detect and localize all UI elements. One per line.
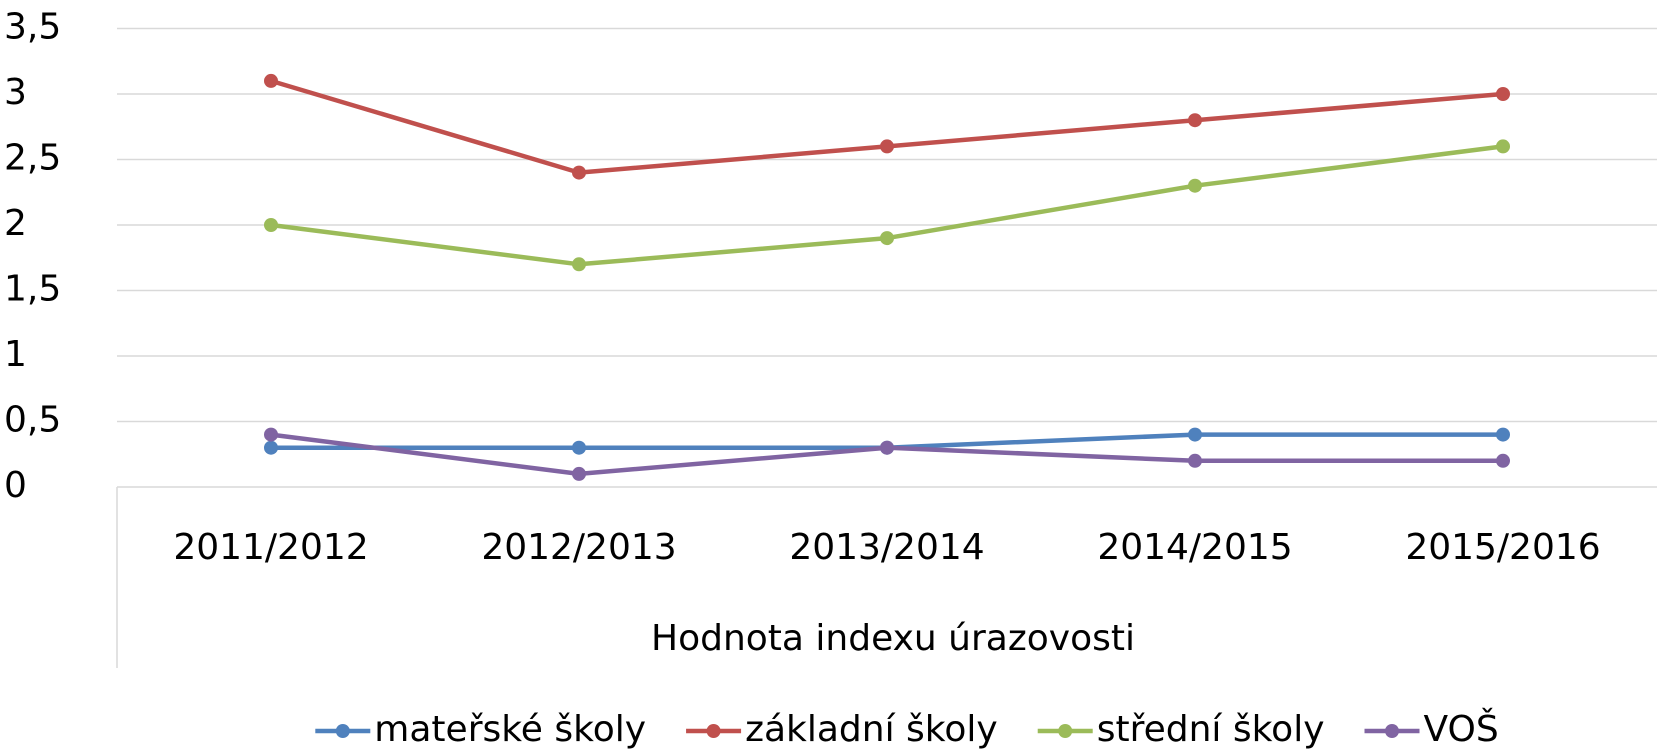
x-tick-label: 2011/2012 [173,527,368,568]
data-point [1188,178,1202,193]
data-point [264,440,278,455]
legend-marker [706,724,721,738]
y-tick-label: 2,5 [4,138,61,179]
legend-label: mateřské školy [374,709,646,750]
series-line [270,144,1504,267]
x-tick-label: 2015/2016 [1405,527,1600,568]
data-point [1188,453,1202,468]
data-point [264,73,278,88]
data-point [572,466,586,481]
data-point [1496,139,1510,154]
legend-marker [335,724,350,738]
data-point [264,218,278,232]
legend-marker [1385,724,1400,738]
data-point [880,440,894,455]
y-tick-label: 3,5 [4,7,61,48]
data-point [880,231,894,246]
data-point [1496,427,1510,442]
y-tick-label: 0 [4,465,27,506]
x-axis-title: Hodnota indexu úrazovosti [651,618,1135,659]
x-tick-label: 2013/2014 [789,527,984,568]
data-point [1188,427,1202,442]
legend-label: VOŠ [1424,708,1499,750]
data-point [880,139,894,154]
data-point [1188,113,1202,128]
y-tick-label: 2 [4,203,27,244]
data-point [1496,87,1510,101]
x-tick-label: 2012/2013 [481,527,676,568]
y-tick-label: 1,5 [4,269,61,310]
legend-label: základní školy [745,709,998,750]
data-point [572,165,586,180]
data-point [572,257,586,272]
data-point [1496,453,1510,468]
data-point [572,440,586,455]
legend-marker [1058,724,1073,738]
data-point [264,427,278,442]
legend-label: střední školy [1097,709,1325,750]
y-tick-label: 1 [4,334,27,375]
y-tick-label: 0,5 [4,400,61,441]
y-tick-label: 3 [4,72,27,113]
x-tick-label: 2014/2015 [1097,527,1292,568]
